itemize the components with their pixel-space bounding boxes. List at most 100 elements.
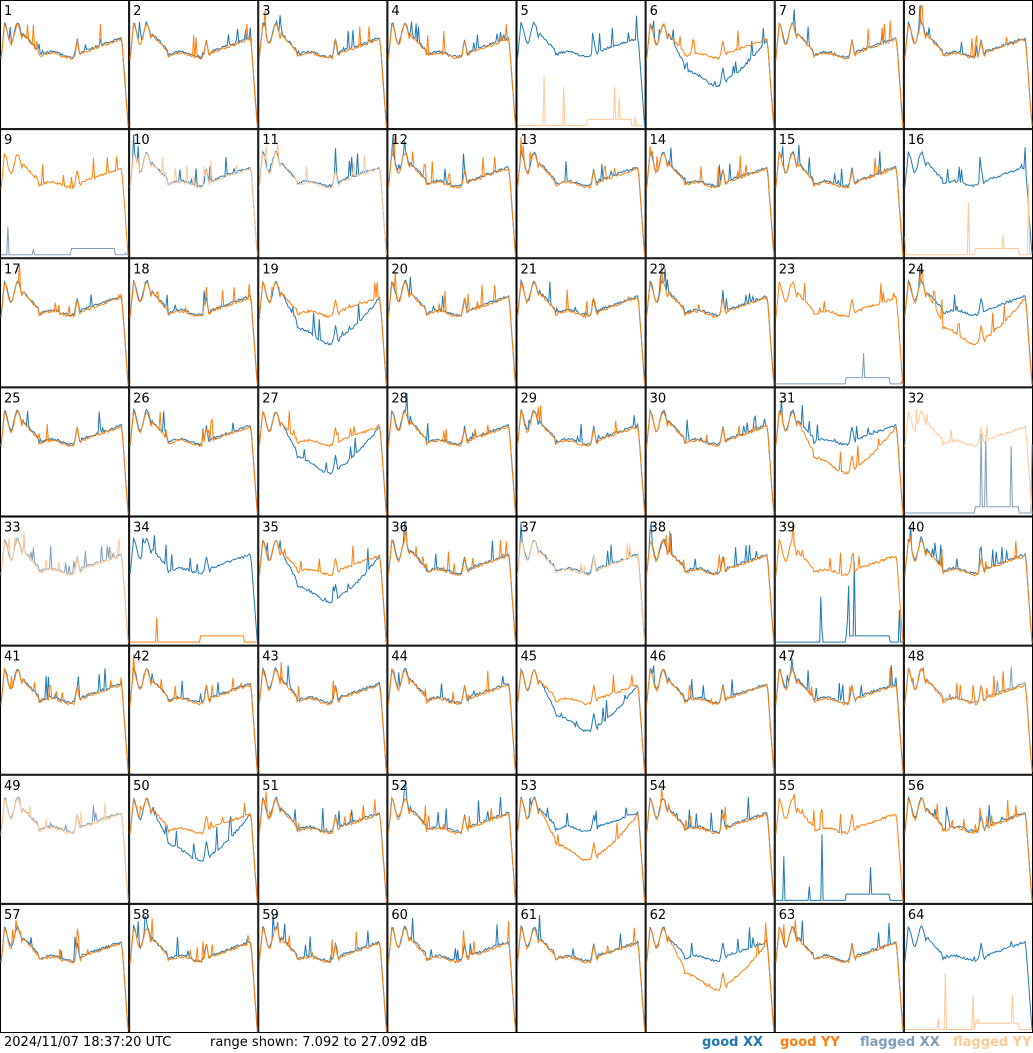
panel-frame (645, 0, 775, 130)
panel-frame (0, 0, 130, 130)
panel-frame (516, 0, 646, 130)
series-xx-good (129, 279, 258, 384)
legend-flagged-xx: flagged XX (860, 1035, 940, 1050)
series-yy-good (129, 654, 258, 772)
series-yy-good (775, 793, 904, 902)
panel-frame (0, 903, 130, 1033)
panel-frame (387, 258, 517, 388)
panel-52: 52 (387, 774, 517, 904)
series-yy-good (517, 280, 646, 385)
panel-frame (774, 129, 904, 259)
series-yy-flagged (517, 538, 646, 643)
series-yy-good (129, 409, 258, 515)
panel-frame (258, 645, 388, 775)
series-yy-flagged (0, 798, 129, 902)
series-xx-good (517, 667, 646, 773)
series-yy-flagged (129, 152, 258, 256)
series-xx-good (258, 665, 387, 772)
panel-label: 15 (779, 133, 796, 148)
series-xx-good (517, 15, 646, 127)
series-yy-good (258, 924, 387, 1031)
panel-frame (129, 387, 259, 517)
panel-label: 7 (779, 4, 787, 19)
series-yy-good (646, 146, 775, 256)
series-yy-good (775, 665, 904, 773)
series-xx-good (775, 561, 903, 643)
panel-31: 31 (774, 387, 904, 517)
panel-18: 18 (129, 258, 259, 388)
panel-label: 30 (650, 391, 667, 406)
panel-label: 4 (391, 4, 399, 19)
series-xx-good (129, 407, 258, 514)
series-yy-good (517, 926, 646, 1031)
series-yy-good (387, 524, 516, 643)
timestamp: 2024/11/07 18:37:20 UTC (4, 1035, 172, 1050)
panel-label: 21 (521, 262, 538, 277)
panel-label: 10 (133, 133, 150, 148)
panel-frame (516, 516, 646, 646)
series-xx-good (0, 280, 129, 385)
series-yy-flagged (517, 75, 645, 127)
panel-frame (903, 129, 1033, 259)
panel-frame (903, 387, 1033, 517)
series-xx-good (775, 834, 903, 901)
panel-20: 20 (387, 258, 517, 388)
panel-label: 24 (908, 262, 925, 277)
panel-label: 36 (391, 521, 408, 536)
panel-frame (258, 516, 388, 646)
panel-21: 21 (516, 258, 646, 388)
panel-frame (387, 645, 517, 775)
panel-30: 30 (645, 387, 775, 517)
series-yy-flagged (904, 408, 1033, 515)
series-xx-good (904, 267, 1033, 385)
series-yy-flagged (258, 143, 387, 255)
panel-13: 13 (516, 129, 646, 259)
panel-64: 64 (903, 903, 1033, 1033)
panel-label: 2 (133, 4, 141, 19)
panel-7: 7 (774, 0, 904, 130)
series-xx-good (0, 924, 129, 1030)
panel-label: 44 (391, 650, 408, 665)
panel-46: 46 (645, 645, 775, 775)
panel-1: 1 (0, 0, 130, 130)
panel-frame (903, 258, 1033, 388)
panel-frame (0, 387, 130, 517)
panel-label: 59 (262, 908, 279, 923)
panel-56: 56 (903, 774, 1033, 904)
series-xx-good (258, 280, 387, 386)
panel-frame (774, 0, 904, 130)
panel-42: 42 (129, 645, 259, 775)
panel-label: 62 (650, 908, 667, 923)
footer: 2024/11/07 18:37:20 UTC range shown: 7.0… (0, 1033, 1033, 1053)
series-xx-good (129, 134, 258, 255)
series-yy-good (387, 136, 516, 257)
panel-label: 32 (908, 391, 925, 406)
series-xx-good (387, 667, 516, 773)
panel-label: 47 (779, 650, 796, 665)
series-xx-good (258, 15, 387, 126)
series-xx-good (646, 796, 775, 901)
panel-17: 17 (0, 258, 130, 388)
series-yy-good (258, 10, 387, 127)
panel-48: 48 (903, 645, 1033, 775)
panel-12: 12 (387, 129, 517, 259)
series-yy-good (258, 661, 387, 773)
panel-label: 52 (391, 779, 408, 794)
series-xx-flagged (0, 537, 129, 642)
series-yy-good (0, 410, 129, 515)
series-yy-good (646, 265, 775, 386)
panel-label: 41 (4, 650, 21, 665)
series-yy-good (646, 668, 775, 773)
panel-frame (0, 516, 130, 646)
panel-37: 37 (516, 516, 646, 646)
series-yy-good (904, 4, 1033, 126)
panel-10: 10 (129, 129, 259, 259)
series-xx-good (904, 925, 1033, 1030)
panel-frame (129, 903, 259, 1033)
series-xx-flagged (904, 666, 1033, 771)
series-yy-good (775, 280, 904, 385)
series-xx-good (387, 276, 516, 384)
panel-frame (774, 645, 904, 775)
series-xx-good (129, 667, 258, 772)
panel-label: 54 (650, 779, 667, 794)
